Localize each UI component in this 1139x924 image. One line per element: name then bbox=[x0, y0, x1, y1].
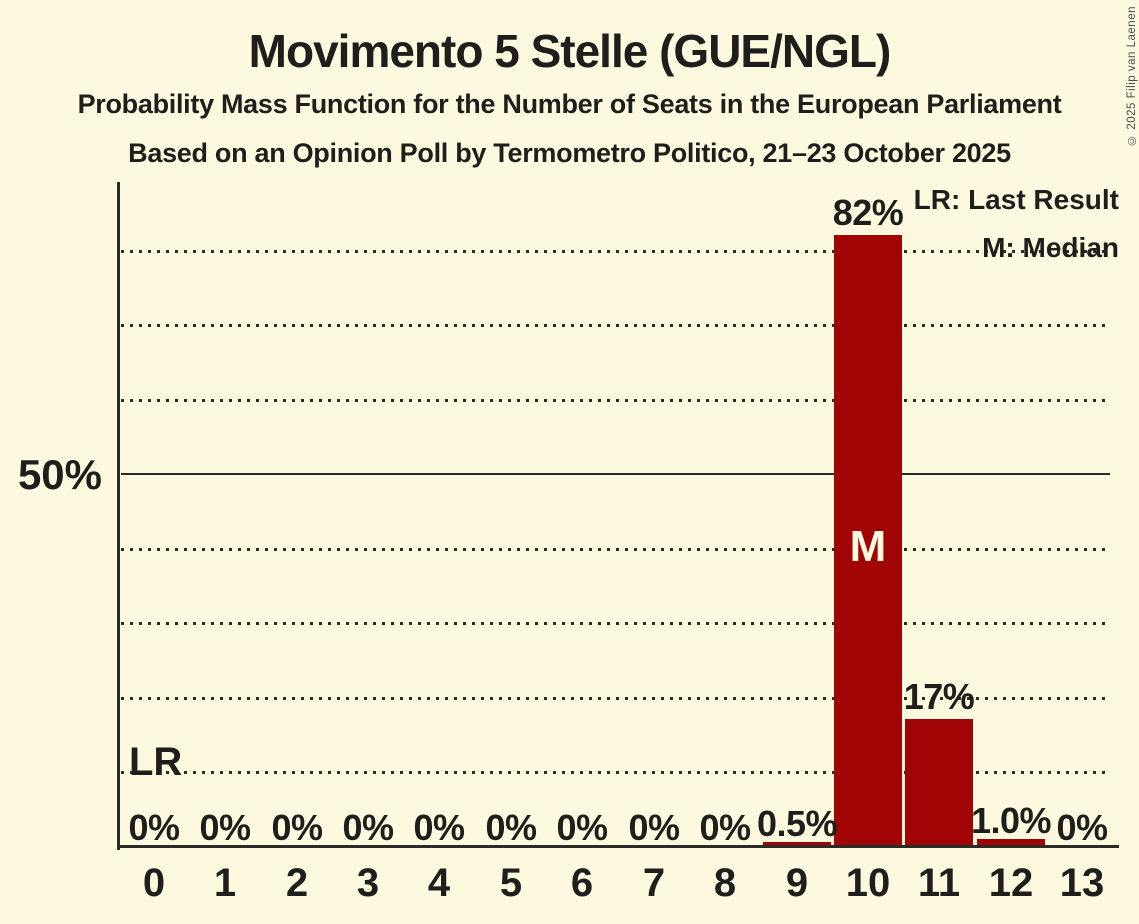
bar-seat-10 bbox=[834, 235, 902, 846]
x-tick-label-4: 4 bbox=[427, 861, 451, 905]
bar-value-label-seat-3: 0% bbox=[342, 807, 394, 848]
bar-value-label-seat-0: 0% bbox=[128, 807, 180, 848]
x-tick-label-1: 1 bbox=[213, 861, 237, 905]
gridline-70pct bbox=[121, 324, 1110, 327]
gridline-20pct bbox=[121, 697, 1110, 700]
gridline-60pct bbox=[121, 399, 1110, 402]
gridline-40pct bbox=[121, 548, 1110, 551]
x-tick-label-9: 9 bbox=[785, 861, 809, 905]
bar-seat-9 bbox=[763, 842, 831, 846]
legend-last-result: LR: Last Result bbox=[913, 184, 1119, 215]
gridline-30pct bbox=[121, 622, 1110, 625]
y-axis-tick-label: 50% bbox=[17, 451, 102, 498]
x-tick-label-13: 13 bbox=[1059, 861, 1105, 905]
x-tick-label-2: 2 bbox=[285, 861, 309, 905]
x-tick-label-5: 5 bbox=[499, 861, 523, 905]
x-tick-label-8: 8 bbox=[713, 861, 737, 905]
x-tick-label-0: 0 bbox=[142, 861, 166, 905]
bar-value-label-seat-13: 0% bbox=[1056, 807, 1108, 848]
bar-value-label-seat-4: 0% bbox=[413, 807, 465, 848]
bar-value-label-seat-7: 0% bbox=[628, 807, 680, 848]
bar-value-label-seat-6: 0% bbox=[556, 807, 608, 848]
chart-source-line: Based on an Opinion Poll by Termometro P… bbox=[128, 138, 1011, 168]
gridline-10pct bbox=[121, 771, 1110, 774]
bar-value-label-seat-12: 1.0% bbox=[970, 800, 1052, 841]
x-tick-label-12: 12 bbox=[988, 861, 1034, 905]
x-tick-label-3: 3 bbox=[356, 861, 380, 905]
bar-value-label-seat-1: 0% bbox=[199, 807, 251, 848]
bar-seat-12 bbox=[977, 839, 1045, 846]
bar-value-label-seat-10: 82% bbox=[832, 192, 904, 233]
median-marker: M bbox=[849, 522, 887, 571]
x-axis-line bbox=[117, 845, 1119, 848]
bar-value-label-seat-9: 0.5% bbox=[756, 803, 838, 844]
legend-median: M: Median bbox=[982, 232, 1119, 263]
bar-value-label-seat-11: 17% bbox=[903, 676, 975, 717]
bar-value-label-seat-2: 0% bbox=[271, 807, 323, 848]
x-tick-label-6: 6 bbox=[570, 861, 594, 905]
last-result-marker: LR bbox=[129, 740, 183, 784]
gridline-50pct bbox=[121, 473, 1110, 475]
x-tick-label-10: 10 bbox=[845, 861, 891, 905]
bar-value-label-seat-5: 0% bbox=[485, 807, 537, 848]
x-tick-label-11: 11 bbox=[917, 861, 961, 905]
chart-title: Movimento 5 Stelle (GUE/NGL) bbox=[248, 25, 892, 77]
copyright-notice: © 2025 Filip van Laenen bbox=[1126, 6, 1138, 146]
y-axis-line bbox=[117, 182, 120, 850]
gridline-80pct bbox=[121, 250, 1110, 253]
bar-seat-11 bbox=[905, 719, 973, 846]
bar-value-label-seat-8: 0% bbox=[699, 807, 751, 848]
chart-subtitle: Probability Mass Function for the Number… bbox=[77, 89, 1062, 119]
x-tick-label-7: 7 bbox=[642, 861, 666, 905]
